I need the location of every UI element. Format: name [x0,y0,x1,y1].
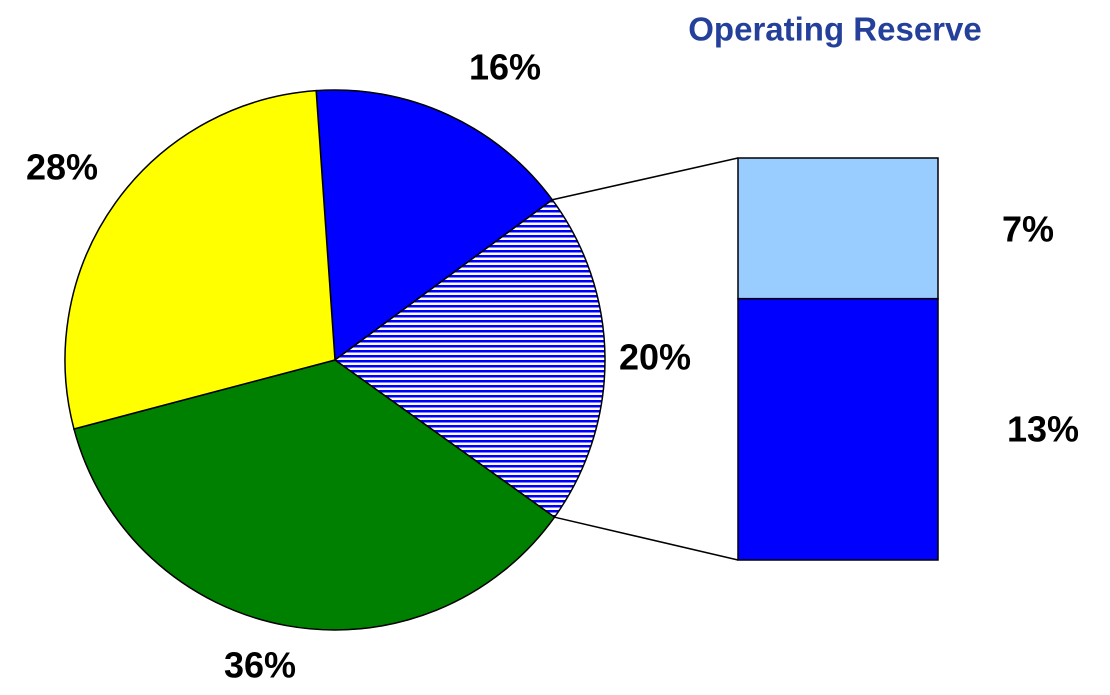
data-label: 7% [1002,209,1054,250]
data-label: 20% [619,337,691,378]
data-label: 16% [469,47,541,88]
bar-segment [737,157,939,300]
data-label: 28% [26,147,98,188]
pie-slice [315,89,554,362]
chart-title: Operating Reserve [688,11,981,48]
bar-segment [737,297,939,561]
connector-line [552,157,739,201]
pie-slice [333,198,606,519]
data-label: 36% [224,645,296,686]
pie-slice [64,89,336,430]
connector-line [554,516,739,561]
pie-slice [73,359,556,631]
data-label: 13% [1007,409,1079,450]
